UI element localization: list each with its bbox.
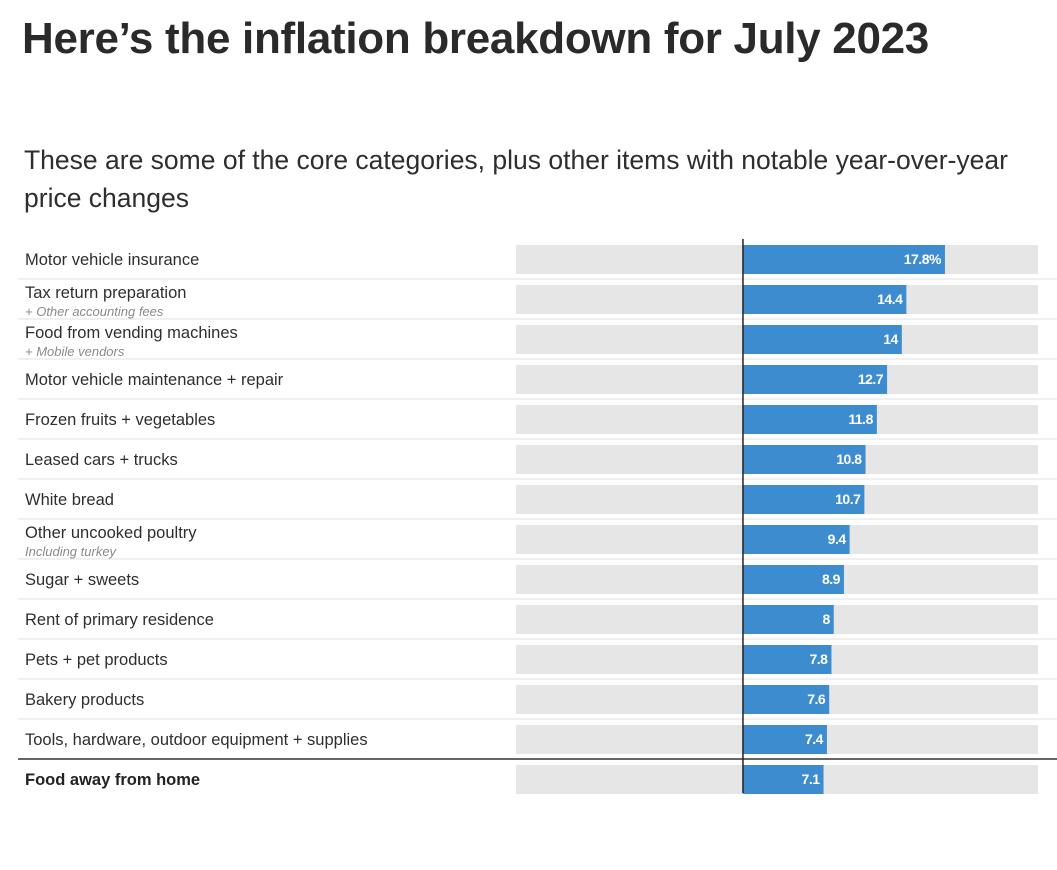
chart-row: 14 Food from vending machines + Mobile ven… <box>25 324 1038 359</box>
bar <box>742 765 824 794</box>
inflation-bar-chart: 17.8% Motor vehicle insurance 14.4 Tax retu… <box>0 239 1057 860</box>
chart-svg: 17.8% Motor vehicle insurance 14.4 Tax retu… <box>18 239 1057 794</box>
chart-row: 7.6 Bakery products <box>25 685 1038 714</box>
bar-value-label: 11.8 <box>848 411 873 427</box>
chart-row: 10.7 White bread <box>25 485 1038 514</box>
bar <box>742 685 830 714</box>
category-label: Food from vending machines <box>25 324 238 342</box>
bar-value-label: 7.1 <box>802 771 821 787</box>
category-label: Motor vehicle insurance <box>25 251 199 269</box>
bar-value-label: 10.7 <box>835 491 861 507</box>
chart-row: 12.7 Motor vehicle maintenance + repair <box>25 365 1038 394</box>
category-label: Motor vehicle maintenance + repair <box>25 371 284 389</box>
chart-row: 14.4 Tax return preparation + Other accoun… <box>25 284 1038 319</box>
bar-value-label: 8.9 <box>822 571 841 587</box>
chart-row: 8 Rent of primary residence <box>25 605 1038 634</box>
bar <box>742 365 888 394</box>
bar-value-label: 10.8 <box>836 451 862 467</box>
chart-row: 10.8 Leased cars + trucks <box>25 445 1038 474</box>
category-label: Food away from home <box>25 771 200 789</box>
bar-value-label: 8 <box>822 611 830 627</box>
category-note: + Mobile vendors <box>25 344 125 359</box>
chart-row: 7.8 Pets + pet products <box>25 645 1038 674</box>
bar-value-label: 14.4 <box>877 291 903 307</box>
bar-value-label: 7.6 <box>807 691 826 707</box>
bar <box>742 605 834 634</box>
bar <box>742 405 877 434</box>
chart-row: 7.4 Tools, hardware, outdoor equipment + … <box>25 725 1038 754</box>
bar <box>742 325 902 354</box>
chart-row: 11.8 Frozen fruits + vegetables <box>25 405 1038 434</box>
category-label: Sugar + sweets <box>25 571 139 589</box>
category-note: Including turkey <box>25 544 118 559</box>
bar-value-label: 9.4 <box>828 531 847 547</box>
bar <box>742 285 907 314</box>
category-label: Tools, hardware, outdoor equipment + sup… <box>25 731 368 749</box>
bar-value-label: 7.4 <box>805 731 824 747</box>
bar <box>742 525 850 554</box>
category-label: Other uncooked poultry <box>25 524 197 542</box>
category-label: Bakery products <box>25 691 144 709</box>
bar-value-label: 7.8 <box>810 651 829 667</box>
category-label: Rent of primary residence <box>25 611 214 629</box>
category-label: White bread <box>25 491 114 509</box>
page-title: Here’s the inflation breakdown for July … <box>22 14 929 63</box>
chart-row: 17.8% Motor vehicle insurance <box>25 245 1038 274</box>
category-label: Leased cars + trucks <box>25 451 178 469</box>
bar <box>742 645 832 674</box>
chart-row: 7.1 Food away from home <box>25 765 1038 794</box>
category-note: + Other accounting fees <box>25 304 164 319</box>
category-label: Pets + pet products <box>25 651 168 669</box>
bar <box>742 565 844 594</box>
bar <box>742 445 866 474</box>
chart-row: 8.9 Sugar + sweets <box>25 565 1038 594</box>
bar-value-label: 17.8% <box>904 251 942 267</box>
page-subtitle: These are some of the core categories, p… <box>24 145 1008 213</box>
bar <box>742 485 865 514</box>
bar <box>742 725 827 754</box>
category-label: Frozen fruits + vegetables <box>25 411 215 429</box>
bar-value-label: 12.7 <box>858 371 884 387</box>
bar-value-label: 14 <box>883 331 898 347</box>
category-label: Tax return preparation <box>25 284 186 302</box>
chart-row: 9.4 Other uncooked poultry Including turke… <box>25 524 1038 559</box>
bar <box>742 245 945 274</box>
